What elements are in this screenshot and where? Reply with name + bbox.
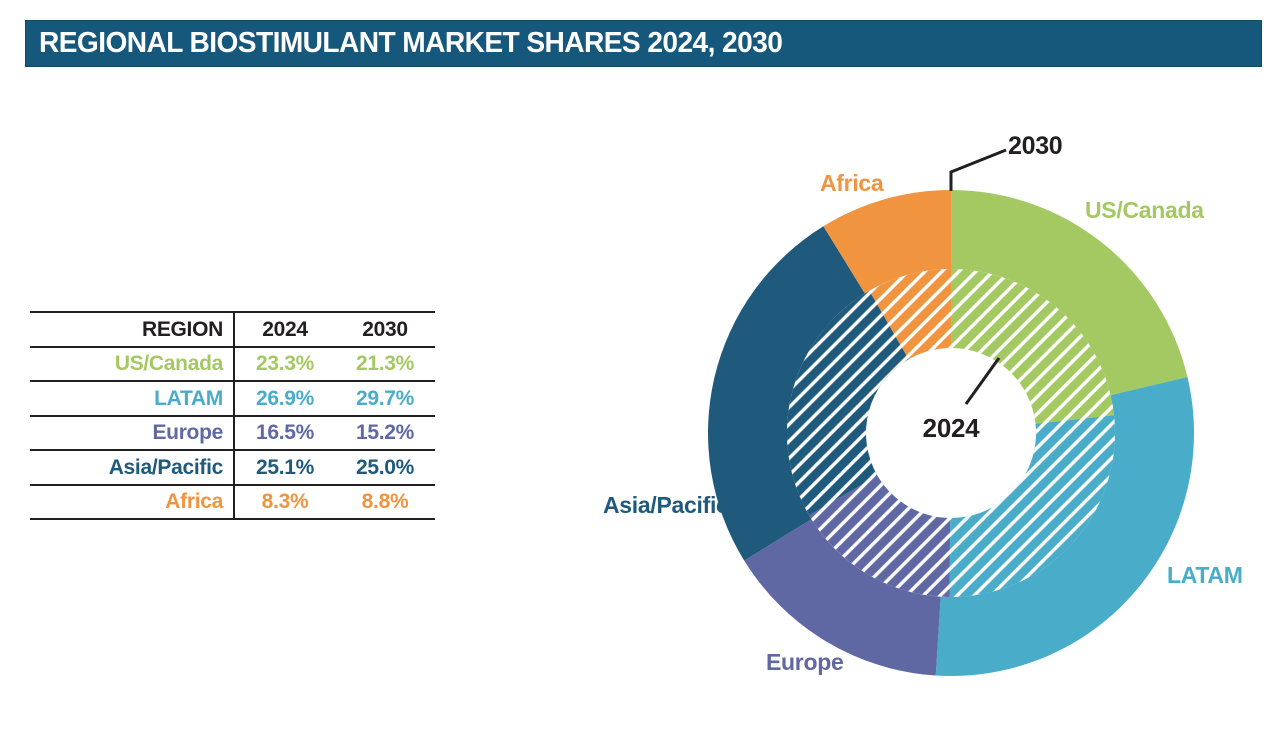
table-row: Asia/Pacific 25.1% 25.0% [30, 449, 435, 485]
segment-2030-asia-pacific [708, 226, 865, 561]
col-header-2030: 2030 [335, 311, 435, 347]
value-2030-cell: 29.7% [335, 380, 435, 416]
value-2024-cell: 26.9% [234, 380, 335, 416]
col-header-region: REGION [30, 311, 235, 347]
segment-label-latam: LATAM [1167, 562, 1243, 588]
segment-label-europe: Europe [766, 649, 844, 675]
segment-2030-latam [935, 377, 1194, 676]
title-bar: REGIONAL BIOSTIMULANT MARKET SHARES 2024… [25, 20, 1262, 67]
leader-line-2024 [964, 357, 1001, 405]
ring-2030 [708, 190, 1194, 676]
region-cell: LATAM [30, 380, 235, 416]
region-cell: Asia/Pacific [30, 449, 235, 485]
segment-2030-us-canada [951, 190, 1188, 396]
region-cell: Africa [30, 483, 235, 520]
leader-line-2030 [949, 148, 1007, 191]
table-row: LATAM 26.9% 29.7% [30, 380, 435, 416]
col-header-2024: 2024 [234, 311, 335, 347]
table-row: Europe 16.5% 15.2% [30, 414, 435, 450]
market-share-table: REGION 2024 2030 US/Canada 23.3% 21.3% LATA… [30, 311, 435, 520]
value-2030-cell: 25.0% [335, 449, 435, 485]
hatch-overlay-2024-ring [787, 269, 1115, 597]
value-2024-cell: 8.3% [234, 483, 335, 520]
region-cell: US/Canada [30, 345, 235, 381]
value-2024-cell: 16.5% [234, 414, 335, 450]
value-2024-cell: 25.1% [234, 449, 335, 485]
value-2024-cell: 23.3% [234, 345, 335, 381]
table-row: Africa 8.3% 8.8% [30, 483, 435, 520]
segment-label-us-canada: US/Canada [1085, 197, 1204, 223]
value-2030-cell: 8.8% [335, 483, 435, 520]
segment-label-asia-pacific: Asia/Pacific [603, 492, 729, 518]
page-title: REGIONAL BIOSTIMULANT MARKET SHARES 2024… [39, 27, 783, 59]
value-2030-cell: 21.3% [335, 345, 435, 381]
value-2030-cell: 15.2% [335, 414, 435, 450]
table-header-row: REGION 2024 2030 [30, 311, 435, 347]
segment-2030-europe [744, 519, 941, 676]
segment-label-africa: Africa [820, 170, 884, 196]
segment-2030-africa [823, 190, 951, 294]
region-cell: Europe [30, 414, 235, 450]
table-row: US/Canada 23.3% 21.3% [30, 345, 435, 381]
callout-label-2030: 2030 [1008, 132, 1063, 160]
center-label-2024: 2024 [922, 413, 980, 443]
